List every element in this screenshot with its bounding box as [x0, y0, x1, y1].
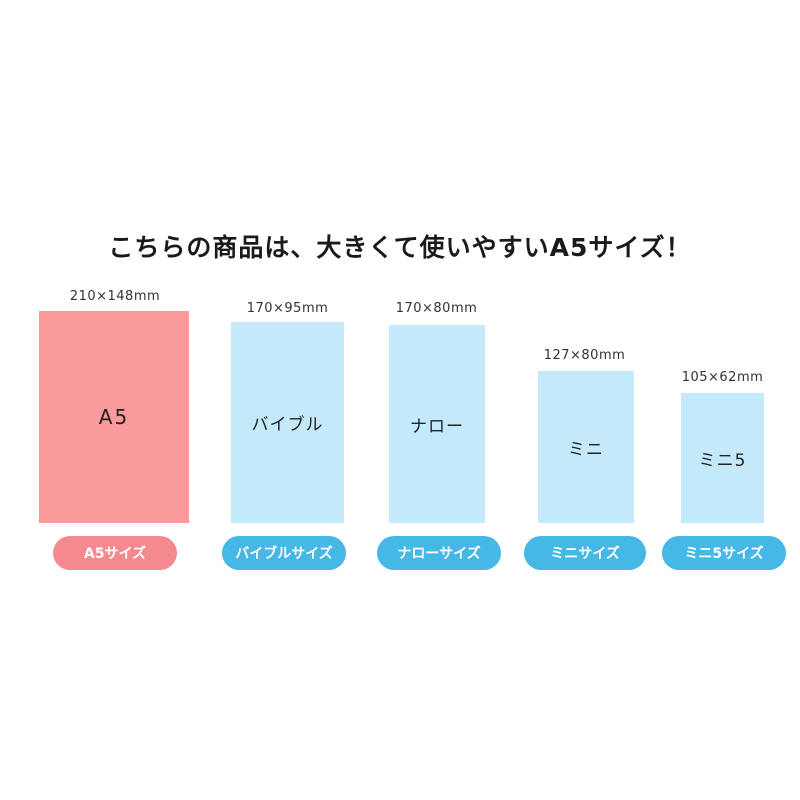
- headline: こちらの商品は、大きくて使いやすいA5サイズ！: [108, 233, 692, 262]
- card-label-mini5: ミニ5: [698, 450, 747, 471]
- dimension-label-bible: 170×95mm: [246, 301, 329, 316]
- size-card-mini5: ミニ5: [681, 393, 764, 523]
- card-label-mini: ミニ: [568, 439, 604, 460]
- size-pill-mini: ミニサイズ: [524, 536, 646, 570]
- size-card-narrow: ナロー: [389, 325, 485, 523]
- dimension-label-mini5: 105×62mm: [681, 370, 764, 385]
- card-label-narrow: ナロー: [410, 416, 464, 437]
- card-label-a5: A5: [98, 405, 130, 429]
- dimension-label-a5: 210×148mm: [69, 289, 161, 304]
- card-label-bible: バイブル: [251, 415, 324, 435]
- size-pill-narrow: ナローサイズ: [377, 536, 501, 570]
- size-card-a5: A5: [39, 311, 189, 523]
- size-pill-mini5: ミニ5サイズ: [662, 536, 786, 570]
- dimension-label-narrow: 170×80mm: [395, 301, 478, 316]
- size-pill-bible: バイブルサイズ: [222, 536, 346, 570]
- size-card-mini: ミニ: [538, 371, 634, 523]
- size-pill-a5: A5サイズ: [53, 536, 177, 570]
- dimension-label-mini: 127×80mm: [543, 348, 626, 363]
- size-card-bible: バイブル: [231, 322, 344, 523]
